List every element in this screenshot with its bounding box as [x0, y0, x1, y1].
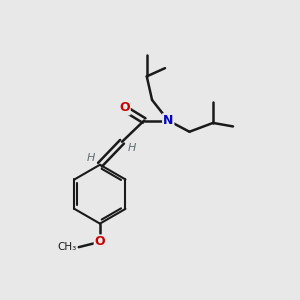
Text: H: H	[86, 153, 95, 163]
Text: N: N	[163, 114, 173, 127]
Text: CH₃: CH₃	[57, 242, 76, 252]
Text: O: O	[94, 236, 105, 248]
Text: H: H	[127, 143, 136, 153]
Text: O: O	[119, 101, 130, 114]
